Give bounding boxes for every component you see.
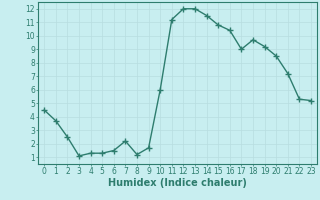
X-axis label: Humidex (Indice chaleur): Humidex (Indice chaleur) — [108, 178, 247, 188]
